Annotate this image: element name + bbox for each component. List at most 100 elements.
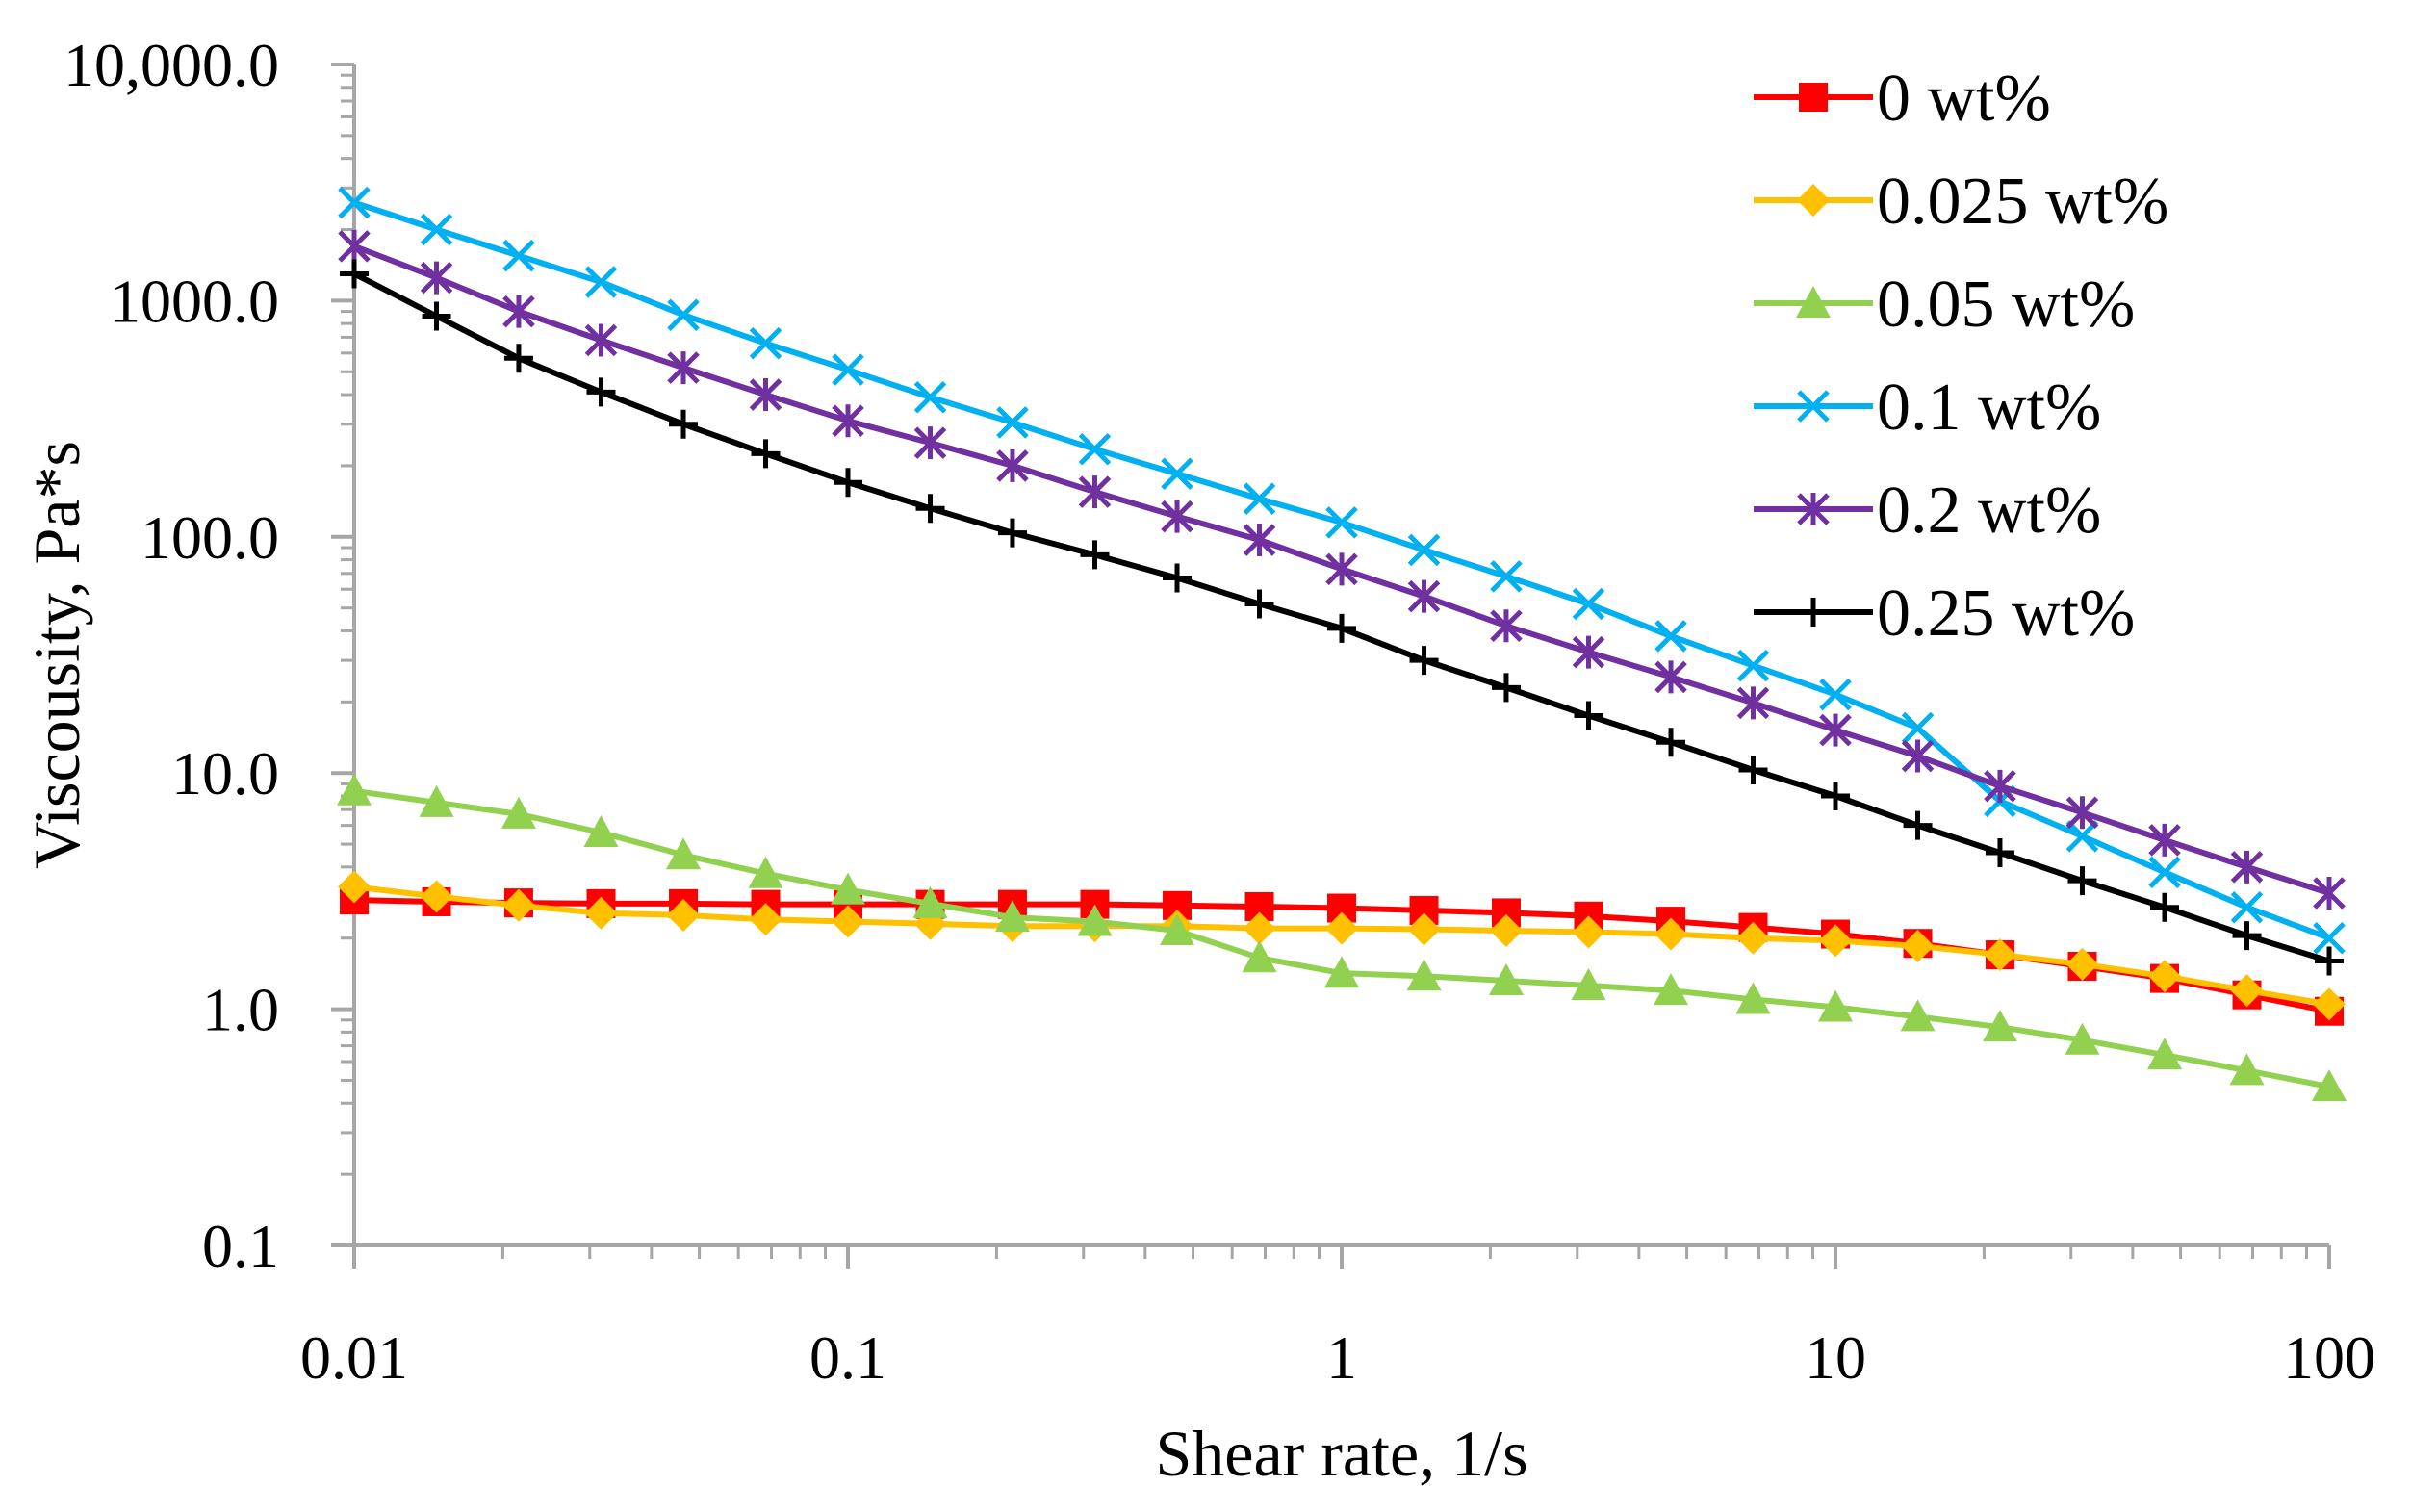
legend: 0 wt% 0.025 wt% 0.05 wt% 0.1 wt% 0.2 wt% 0.25…: [1754, 62, 2168, 651]
legend-label: 0.25 wt%: [1877, 577, 2135, 651]
data-point: [1985, 837, 2014, 867]
data-point: [2229, 1053, 2265, 1086]
data-point: [994, 900, 1030, 933]
series-0-05-wt: [337, 773, 2347, 1102]
data-point: [1819, 678, 1852, 711]
data-point: [751, 439, 781, 469]
legend-marker: [1797, 390, 1830, 423]
data-point: [1161, 500, 1193, 533]
data-point: [1490, 560, 1523, 593]
legend-marker: [1796, 286, 1831, 318]
data-point: [1901, 711, 1935, 745]
data-point: [2312, 1069, 2347, 1102]
series-0-wt: [340, 885, 2344, 1026]
legend-label: 0.05 wt%: [1877, 268, 2135, 342]
data-point: [2148, 960, 2182, 993]
data-point: [1407, 912, 1441, 946]
data-point: [1407, 533, 1441, 567]
data-point: [1574, 701, 1603, 730]
legend-marker: [1799, 83, 1828, 112]
data-point: [1325, 911, 1358, 945]
data-point: [1736, 686, 1770, 720]
data-point: [1735, 982, 1771, 1014]
series-0-2-wt: [338, 229, 2346, 910]
data-point: [1491, 673, 1521, 703]
data-point: [1572, 587, 1605, 621]
x-tick-label: 100: [2283, 1323, 2375, 1392]
data-point: [1819, 713, 1852, 747]
y-tick-label: 1000.0: [110, 267, 279, 335]
data-point: [500, 796, 536, 829]
data-point: [338, 229, 371, 263]
data-point: [1325, 552, 1358, 586]
data-point: [340, 259, 369, 289]
data-point: [1656, 728, 1686, 757]
data-point: [1901, 930, 1935, 963]
data-point: [996, 448, 1029, 482]
data-point: [2065, 820, 2099, 853]
x-tick-label: 1: [1326, 1323, 1357, 1392]
data-point: [667, 298, 700, 332]
data-point: [1490, 609, 1523, 643]
data-point: [1738, 756, 1768, 785]
data-point: [2147, 1038, 2183, 1070]
data-point: [338, 186, 371, 219]
data-point: [832, 905, 864, 938]
data-point: [1571, 967, 1606, 1000]
data-point: [338, 870, 371, 904]
data-point: [749, 326, 782, 360]
data-point: [1243, 524, 1276, 557]
data-point: [997, 518, 1027, 548]
data-point: [667, 351, 700, 385]
data-point: [1078, 475, 1112, 509]
data-point: [1161, 457, 1193, 491]
data-point: [832, 404, 864, 438]
y-tick-label: 0.1: [202, 1212, 279, 1280]
x-tick-label: 0.01: [300, 1323, 408, 1392]
legend-label: 0.025 wt%: [1877, 165, 2168, 239]
data-point: [2065, 1022, 2100, 1055]
data-point: [912, 885, 948, 918]
data-point: [2313, 987, 2346, 1021]
data-point: [1900, 999, 1936, 1032]
data-point: [2230, 850, 2264, 884]
data-point: [502, 239, 535, 272]
data-point: [2150, 892, 2180, 922]
series-0-25-wt: [340, 259, 2344, 976]
data-point: [584, 323, 618, 357]
y-tick-label: 10.0: [171, 739, 279, 807]
data-point: [2065, 947, 2099, 981]
legend-label: 0.2 wt%: [1877, 474, 2101, 548]
data-point: [2313, 921, 2346, 955]
data-point: [666, 837, 702, 870]
data-point: [834, 468, 862, 498]
series-0-025-wt: [338, 870, 2346, 1021]
y-axis-title: Viscousity, Pa*s: [20, 441, 93, 869]
data-point: [1324, 956, 1359, 988]
data-point: [1406, 959, 1442, 991]
data-point: [2232, 921, 2262, 951]
y-tick-label: 1.0: [202, 976, 279, 1044]
data-point: [996, 406, 1029, 439]
legend-item: 0.05 wt%: [1754, 268, 2135, 342]
data-point: [748, 856, 783, 888]
data-point: [1488, 963, 1524, 996]
legend-item: 0.25 wt%: [1754, 577, 2135, 651]
legend-marker: [1799, 598, 1828, 627]
data-point: [1489, 914, 1523, 948]
data-point: [1984, 769, 2016, 803]
data-point: [419, 784, 454, 817]
legend-marker: [1797, 493, 1830, 525]
data-point: [1983, 938, 2016, 972]
data-point: [832, 353, 864, 386]
data-point: [913, 380, 947, 414]
data-point: [2067, 866, 2097, 896]
data-point: [1572, 915, 1605, 949]
data-point: [420, 213, 453, 246]
data-point: [502, 295, 535, 328]
data-point: [1818, 989, 1853, 1022]
axes: 0.1 1.0 10.0 100.0 1000.0 10,000.0 0.01 0.1 1 10 1…: [64, 31, 2375, 1392]
legend-item: 0.025 wt%: [1754, 165, 2168, 239]
data-point: [1819, 924, 1852, 958]
data-point: [1821, 781, 1850, 810]
